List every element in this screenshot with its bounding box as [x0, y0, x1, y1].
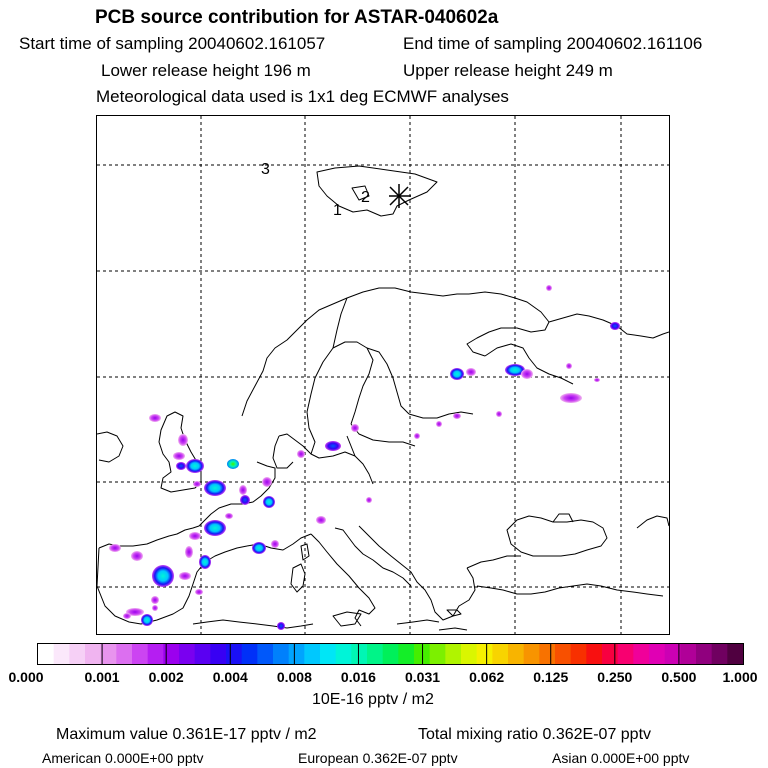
start-time: Start time of sampling 20040602.161057: [19, 35, 325, 52]
color-scale-tick-label: 0.125: [533, 669, 569, 685]
color-scale-segment: [586, 644, 603, 664]
maximum-value-number: 0.361E-17 pptv / m2: [172, 726, 317, 743]
color-scale-segment: [649, 644, 666, 664]
lat-lon-grid: [97, 116, 669, 634]
color-scale-tick-label: 0.008: [276, 669, 312, 685]
upper-release: Upper release height 249 m: [403, 62, 613, 79]
release-site: 3 2 1: [261, 161, 411, 219]
color-scale-segment: [539, 644, 556, 664]
color-scale-segment: [288, 644, 305, 664]
european-label: European: [298, 750, 359, 766]
color-scale-segment: [617, 644, 634, 664]
upper-release-label: Upper release height: [403, 61, 561, 80]
american-label: American: [42, 750, 102, 766]
track-label-2: 2: [361, 189, 370, 206]
color-scale-segment: [382, 644, 399, 664]
met-data-note: Meteorological data used is 1x1 deg ECMW…: [96, 87, 509, 106]
color-scale-units: 10E-16 pptv / m2: [312, 691, 434, 708]
color-scale-tick-label: 0.004: [212, 669, 248, 685]
color-scale-segment: [633, 644, 650, 664]
lower-release-label: Lower release height: [101, 61, 259, 80]
color-scale-segment: [163, 644, 180, 664]
color-scale-segment: [69, 644, 86, 664]
color-scale-segment: [85, 644, 102, 664]
color-scale-segment: [241, 644, 258, 664]
color-scale-segment: [100, 644, 117, 664]
upper-release-value: 249 m: [565, 61, 613, 80]
color-scale-segment: [132, 644, 149, 664]
color-scale-tick-label: 0.031: [405, 669, 441, 685]
color-scale-segment: [398, 644, 415, 664]
maximum-value: Maximum value 0.361E-17 pptv / m2: [56, 727, 317, 743]
american-value: 0.000E+00 pptv: [105, 750, 204, 766]
color-scale-segment: [492, 644, 509, 664]
color-scale-segment: [727, 644, 744, 664]
map-canvas: 3 2 1: [97, 116, 669, 634]
color-scale-segment: [664, 644, 681, 664]
european-contribution: European 0.362E-07 pptv: [298, 751, 458, 765]
asian-contribution: Asian 0.000E+00 pptv: [552, 751, 689, 765]
color-scale-segment: [445, 644, 462, 664]
color-scale-segment: [335, 644, 352, 664]
color-scale-segment: [461, 644, 478, 664]
color-scale-tick-label: 0.500: [661, 669, 697, 685]
concentration-field: [109, 285, 620, 630]
asian-value: 0.000E+00 pptv: [590, 750, 690, 766]
color-scale-segment: [320, 644, 337, 664]
color-scale-segment: [602, 644, 619, 664]
american-contribution: American 0.000E+00 pptv: [42, 751, 204, 765]
color-scale-segment: [570, 644, 587, 664]
color-scale-segment: [680, 644, 697, 664]
color-scale-tick-label: 0.062: [469, 669, 505, 685]
color-scale-segment: [147, 644, 164, 664]
color-scale-segment: [38, 644, 55, 664]
color-scale-segment: [508, 644, 525, 664]
color-scale-segment: [304, 644, 321, 664]
color-scale-segment: [696, 644, 713, 664]
color-scale-tick-label: 1.000: [722, 669, 758, 685]
color-scale-segment: [179, 644, 196, 664]
asian-label: Asian: [552, 750, 588, 766]
color-scale-bar: [37, 643, 744, 665]
map-panel: 3 2 1: [96, 115, 670, 635]
color-scale-segment: [226, 644, 243, 664]
color-scale-segment: [351, 644, 368, 664]
start-time-label: Start time of sampling: [19, 34, 184, 53]
lower-release: Lower release height 196 m: [101, 62, 311, 79]
end-time: End time of sampling 20040602.161106: [403, 35, 702, 52]
color-scale-segment: [194, 644, 211, 664]
total-mixing-ratio-value: 0.362E-07 pptv: [542, 726, 652, 743]
coastlines: [97, 165, 669, 631]
maximum-value-label: Maximum value: [56, 726, 169, 743]
color-scale-segment: [555, 644, 572, 664]
color-scale-tick-label: 0.016: [340, 669, 376, 685]
track-label-1: 1: [333, 202, 342, 219]
start-time-value: 20040602.161057: [188, 34, 326, 53]
color-scale-border: [37, 643, 744, 665]
track-label-3: 3: [261, 161, 270, 178]
plot-title: PCB source contribution for ASTAR-040602…: [95, 7, 499, 28]
color-scale-tick-label: 0.001: [84, 669, 120, 685]
total-mixing-ratio-label: Total mixing ratio: [418, 726, 539, 743]
color-scale-tick-label: 0.250: [597, 669, 633, 685]
european-value: 0.362E-07 pptv: [362, 750, 458, 766]
color-scale-segment: [116, 644, 133, 664]
color-scale-segment: [210, 644, 227, 664]
color-scale-tick-label: 0.000: [8, 669, 44, 685]
end-time-label: End time of sampling: [403, 34, 562, 53]
total-mixing-ratio: Total mixing ratio 0.362E-07 pptv: [418, 727, 651, 743]
release-star-icon: [389, 184, 411, 208]
color-scale-segment: [476, 644, 493, 664]
color-scale-segment: [257, 644, 274, 664]
lower-release-value: 196 m: [263, 61, 311, 80]
color-scale-segment: [711, 644, 728, 664]
color-scale-segment: [367, 644, 384, 664]
end-time-value: 20040602.161106: [566, 34, 703, 53]
color-scale-segment: [429, 644, 446, 664]
color-scale-segment: [273, 644, 290, 664]
color-scale-segment: [53, 644, 70, 664]
color-scale-tick-label: 0.002: [148, 669, 184, 685]
color-scale-segment: [523, 644, 540, 664]
